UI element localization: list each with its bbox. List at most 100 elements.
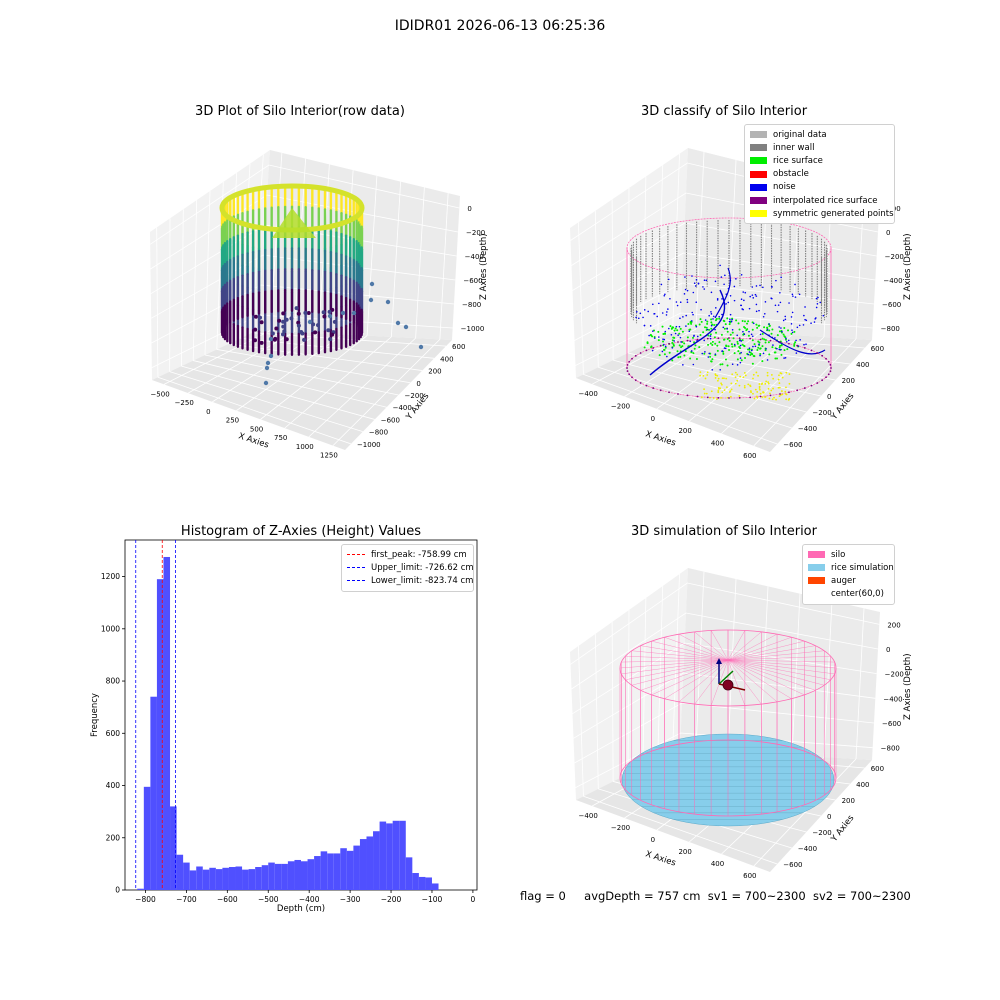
noise-point (727, 301, 730, 304)
rice-surface-point (763, 338, 766, 341)
z-tick-label: −200 (885, 671, 904, 679)
legend-swatch (750, 144, 767, 152)
noise-point (635, 316, 637, 319)
grid-line (228, 343, 423, 371)
noise-point (738, 339, 741, 342)
noise-point (649, 325, 652, 327)
rice-surface-point (657, 339, 660, 342)
p4-xlabel: X Axies (644, 849, 677, 868)
x-tick-label: −200 (381, 895, 402, 904)
noise-point (804, 318, 806, 321)
y-tick-label: 400 (440, 355, 453, 363)
y-tick-label: 200 (842, 377, 855, 385)
rice-surface-point (782, 333, 785, 336)
noise-point (736, 334, 738, 337)
rice-surface-point (764, 339, 767, 342)
legend-entry: interpolated rice surface (750, 194, 889, 207)
rice-surface-point (700, 320, 703, 323)
bottom-point (300, 331, 305, 336)
noise-point (647, 310, 649, 313)
rice-surface-point (657, 330, 660, 333)
histogram-bar (346, 850, 354, 890)
legend-label: interpolated rice surface (773, 195, 878, 206)
noise-point (307, 319, 313, 325)
rice-surface-point (681, 341, 684, 344)
y-tick-label: 0 (827, 393, 831, 401)
noise-point (714, 280, 717, 283)
grid-line (193, 360, 387, 408)
noise-point (637, 317, 640, 320)
noise-point (748, 351, 751, 353)
silo-roof-wire (727, 659, 816, 691)
histogram-bar (156, 579, 164, 890)
interpolated-point (825, 376, 827, 379)
symmetric-point (765, 380, 768, 383)
rice-surface-point (681, 345, 684, 348)
noise-point (635, 311, 638, 313)
rice-surface-point (776, 334, 779, 337)
rice-surface-point (705, 326, 708, 329)
noise-point (748, 330, 750, 333)
z-tick-label: −400 (883, 695, 902, 703)
interpolated-point (631, 376, 633, 379)
rice-surface-point (739, 347, 742, 350)
noise-point (750, 333, 753, 336)
noise-point (652, 303, 654, 306)
noise-point (784, 315, 787, 318)
histogram-bar (399, 820, 406, 890)
z-tick-label: −600 (882, 720, 901, 728)
grid-line (439, 193, 449, 340)
z-tick-label: −800 (881, 325, 900, 333)
grid-line (594, 210, 599, 368)
legend-label: symmetric generated points (773, 208, 894, 219)
noise-point (660, 283, 663, 286)
legend-label: rice simulation (831, 562, 894, 573)
bottom-point (327, 309, 332, 314)
rice-surface-point (726, 330, 729, 333)
noise-point (662, 338, 664, 340)
noise-point (703, 339, 706, 342)
rice-surface-point (668, 351, 671, 354)
bottom-point (259, 320, 264, 325)
rice-surface-point (764, 349, 767, 352)
noise-point (710, 313, 713, 315)
rice-surface-point (722, 319, 725, 322)
noise-point (779, 301, 782, 304)
noise-point (666, 311, 668, 313)
noise-point (682, 364, 684, 366)
grid-line (695, 151, 705, 330)
noise-point (700, 308, 702, 311)
y-tick-label: 800 (106, 677, 121, 686)
grid-line (575, 732, 873, 789)
interpolated-point (634, 379, 637, 382)
rice-surface-point (663, 353, 666, 356)
interpolated-point (759, 338, 762, 341)
rice-surface-point (768, 329, 771, 332)
y-tick-label: −200 (812, 409, 831, 417)
grid-line (572, 642, 877, 715)
noise-point (703, 279, 706, 281)
rice-surface-point (747, 348, 750, 351)
y-tick-label: −400 (393, 404, 412, 412)
legend-label: original data (773, 129, 827, 140)
grid-line (823, 600, 833, 758)
noise-point (327, 313, 333, 319)
histogram-bar (150, 696, 157, 890)
symmetric-point (784, 390, 787, 393)
noise-point (763, 312, 766, 315)
noise-point (723, 347, 726, 349)
histogram-bar (320, 851, 328, 890)
rice-surface-point (722, 352, 725, 355)
x-tick-label: 400 (711, 860, 724, 868)
rice-surface-point (722, 338, 725, 341)
noise-point (799, 338, 801, 341)
noise-point (751, 335, 754, 338)
bottom-point (332, 319, 337, 324)
legend-swatch (347, 567, 365, 569)
interpolated-point (829, 370, 832, 373)
noise-point (739, 361, 742, 364)
noise-point (658, 302, 660, 305)
noise-point (804, 306, 806, 308)
bottom-point (322, 314, 327, 319)
rice-surface-point (761, 360, 764, 363)
